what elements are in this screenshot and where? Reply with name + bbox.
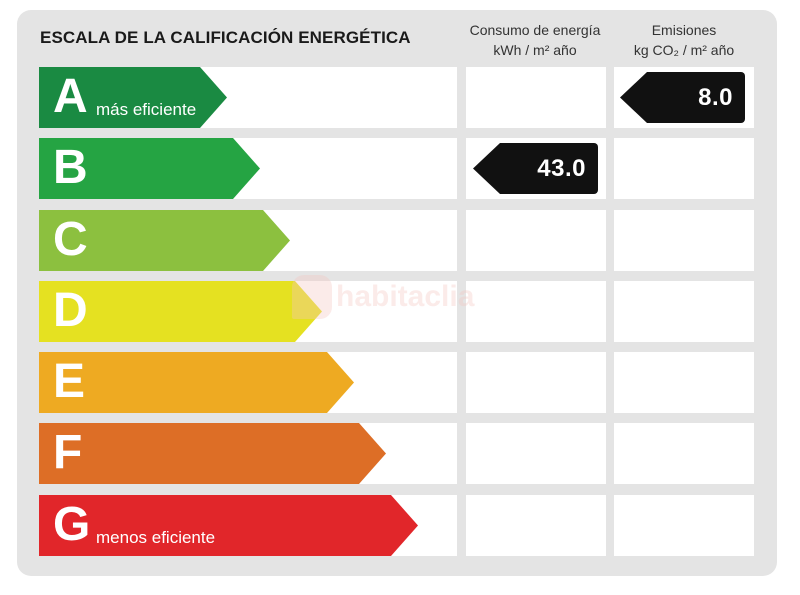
emissions-cell-c xyxy=(614,210,754,271)
rating-sublabel: más eficiente xyxy=(96,100,197,119)
rating-bar-cell: D xyxy=(39,281,457,342)
emissions-column-header: Emisiones kg CO₂ / m² año xyxy=(609,20,759,60)
rating-letter: C xyxy=(53,213,88,266)
emissions-column-unit: kg CO₂ / m² año xyxy=(633,42,735,58)
rating-arrow-f: F xyxy=(39,423,386,484)
rating-letter: A xyxy=(53,70,88,123)
energy-value: 43.0 xyxy=(537,155,586,182)
rating-letter: D xyxy=(53,284,88,337)
energy-cell-c xyxy=(466,210,606,271)
rating-letter: F xyxy=(53,426,83,479)
emissions-cell-d xyxy=(614,281,754,342)
rating-bar-cell: E xyxy=(39,352,457,413)
rating-letter: E xyxy=(53,355,86,408)
emissions-cell-f xyxy=(614,423,754,484)
watermark-icon xyxy=(292,275,332,319)
page-title: ESCALA DE LA CALIFICACIÓN ENERGÉTICA xyxy=(40,28,411,47)
emissions-cell-g xyxy=(614,495,754,556)
energy-column-unit: kWh / m² año xyxy=(493,42,577,58)
rating-bar-cell: C xyxy=(39,210,457,271)
energy-cell-b: 43.0 xyxy=(466,138,606,199)
rating-row-f: F xyxy=(0,423,800,484)
rating-row-d: D xyxy=(0,281,800,342)
rating-arrow-d: D xyxy=(39,281,322,342)
energy-column-title: Consumo de energía xyxy=(469,22,601,38)
rating-row-c: C xyxy=(0,210,800,271)
rating-arrow-e: E xyxy=(39,352,354,413)
energy-cell-f xyxy=(466,423,606,484)
energy-column-header: Consumo de energía kWh / m² año xyxy=(460,20,610,60)
rating-arrow-c: C xyxy=(39,210,290,271)
emissions-value: 8.0 xyxy=(698,84,733,111)
rating-bar-cell: B xyxy=(39,138,457,199)
rating-letter: B xyxy=(53,141,88,194)
rating-letter: G xyxy=(53,498,91,551)
energy-value-indicator: 43.0 xyxy=(473,143,598,194)
watermark-logo: habitaclia xyxy=(292,275,474,323)
energy-cell-e xyxy=(466,352,606,413)
rating-sublabel: menos eficiente xyxy=(96,528,216,547)
emissions-cell-e xyxy=(614,352,754,413)
energy-cell-a xyxy=(466,67,606,128)
rating-arrow-b: B xyxy=(39,138,260,199)
energy-cell-d xyxy=(466,281,606,342)
emissions-cell-a: 8.0 xyxy=(614,67,754,128)
watermark-text: habitaclia xyxy=(336,280,475,313)
rating-bar-cell: F xyxy=(39,423,457,484)
emissions-column-title: Emisiones xyxy=(651,22,717,38)
rating-row-b: B 43.0 xyxy=(0,138,800,199)
emissions-value-indicator: 8.0 xyxy=(620,72,745,123)
rating-row-e: E xyxy=(0,352,800,413)
energy-cell-g xyxy=(466,495,606,556)
emissions-cell-b xyxy=(614,138,754,199)
